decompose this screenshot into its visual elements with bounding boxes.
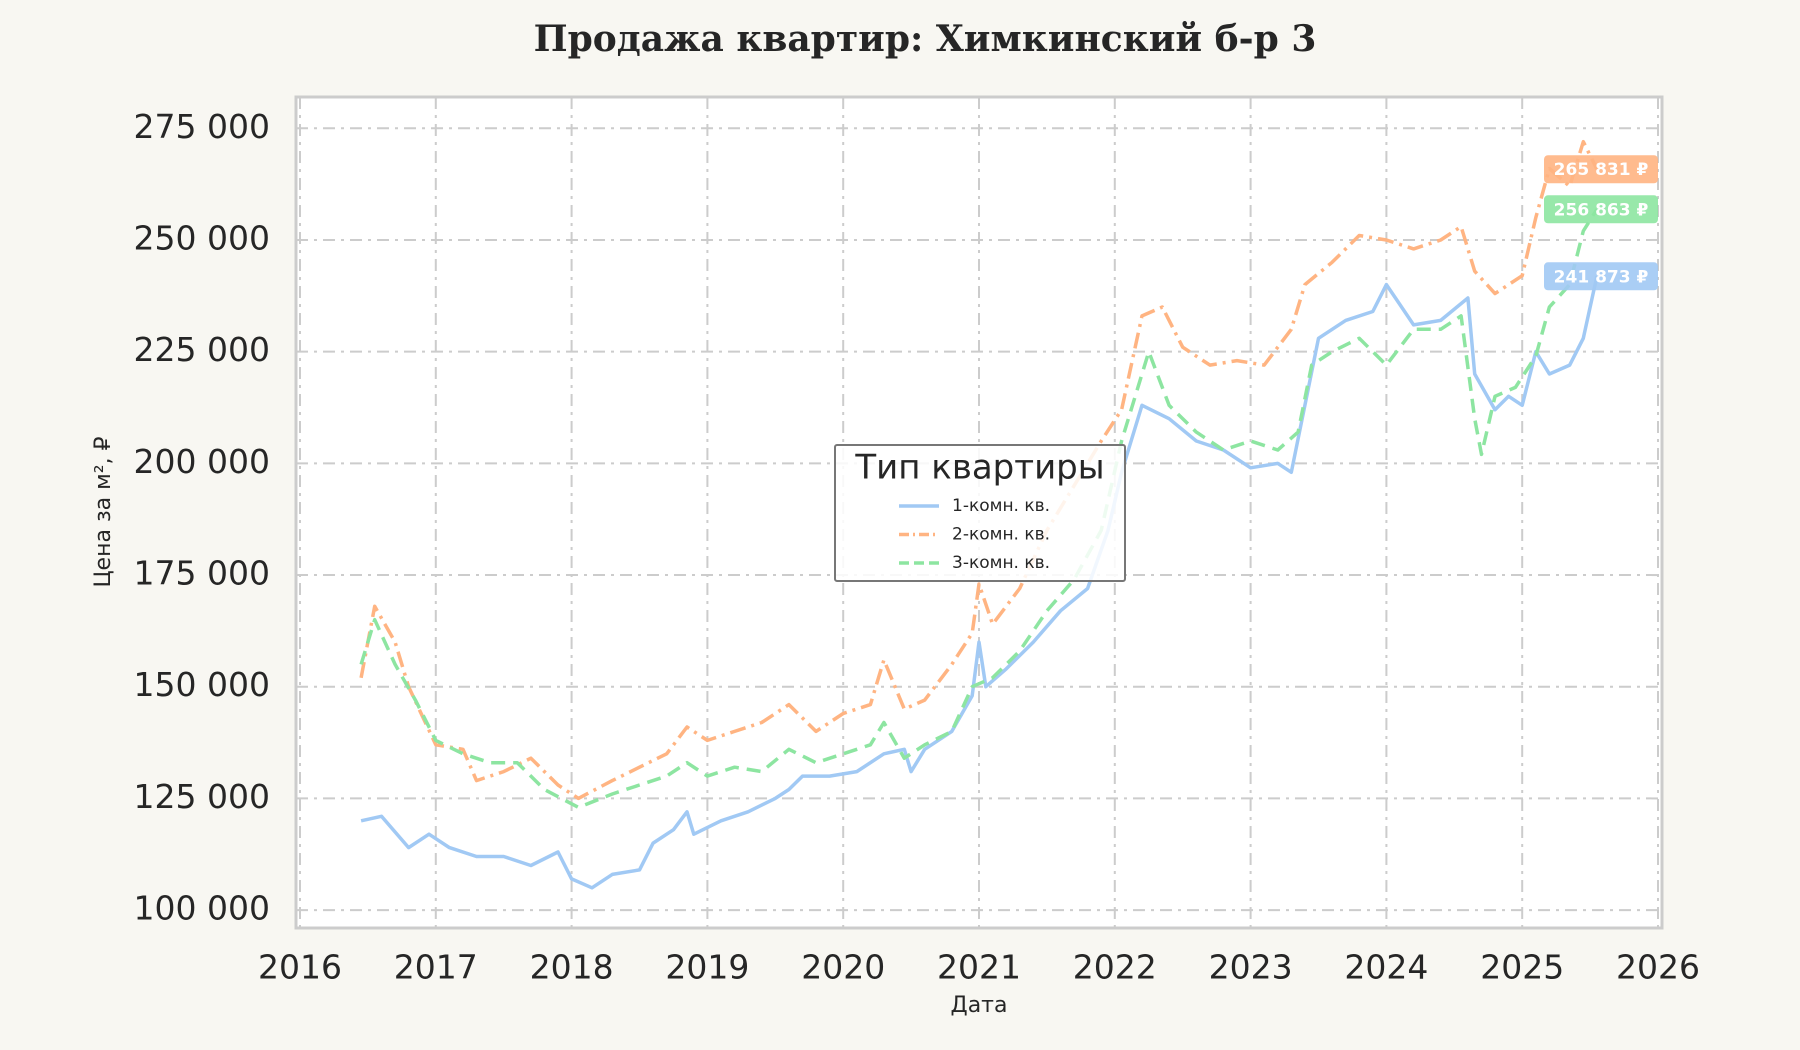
chart-title: Продажа квартир: Химкинский б-р 3 — [534, 18, 1317, 60]
y-tick-label: 150 000 — [134, 665, 270, 704]
legend-label: 1-комн. кв. — [952, 496, 1050, 516]
y-tick-label: 125 000 — [134, 777, 270, 816]
x-tick-label: 2016 — [258, 948, 342, 987]
end-label-box — [1544, 155, 1658, 184]
y-tick-label: 175 000 — [134, 554, 270, 593]
series-line — [359, 208, 1599, 810]
x-tick-label: 2017 — [394, 948, 478, 987]
end-label: 256 863 ₽ — [1554, 200, 1649, 220]
end-label-box — [1544, 195, 1658, 224]
legend-label: 3-комн. кв. — [952, 553, 1050, 573]
x-tick-label: 2022 — [1073, 948, 1157, 987]
y-axis-label: Цена за м², ₽ — [91, 436, 116, 587]
legend-box — [834, 444, 1126, 582]
end-label-box — [1544, 262, 1658, 291]
x-tick-label: 2024 — [1344, 948, 1428, 987]
end-label: 265 831 ₽ — [1554, 160, 1649, 180]
series-line — [360, 275, 1599, 890]
x-tick-label: 2021 — [937, 948, 1021, 987]
y-tick-label: 100 000 — [134, 889, 270, 928]
series-line — [359, 139, 1599, 801]
y-tick-label: 200 000 — [134, 442, 270, 481]
x-tick-label: 2025 — [1480, 948, 1564, 987]
y-tick-label: 250 000 — [134, 218, 270, 257]
x-tick-label: 2023 — [1209, 948, 1293, 987]
end-label: 241 873 ₽ — [1554, 267, 1649, 287]
x-tick-label: 2019 — [665, 948, 749, 987]
lines — [359, 139, 1599, 890]
legend-title: Тип квартиры — [854, 448, 1104, 488]
x-tick-label: 2018 — [530, 948, 614, 987]
legend: Тип квартиры 1-комн. кв. 2-комн. кв. 3-комн… — [834, 444, 1126, 582]
x-tick-label: 2026 — [1616, 948, 1700, 987]
end-labels: 241 873 ₽ 265 831 ₽ 256 863 ₽ — [1544, 155, 1658, 291]
x-tick-label: 2020 — [801, 948, 885, 987]
x-axis-label: Дата — [951, 993, 1008, 1018]
y-tick-label: 225 000 — [134, 330, 270, 369]
legend-label: 2-комн. кв. — [952, 525, 1050, 545]
y-tick-label: 275 000 — [134, 107, 270, 146]
